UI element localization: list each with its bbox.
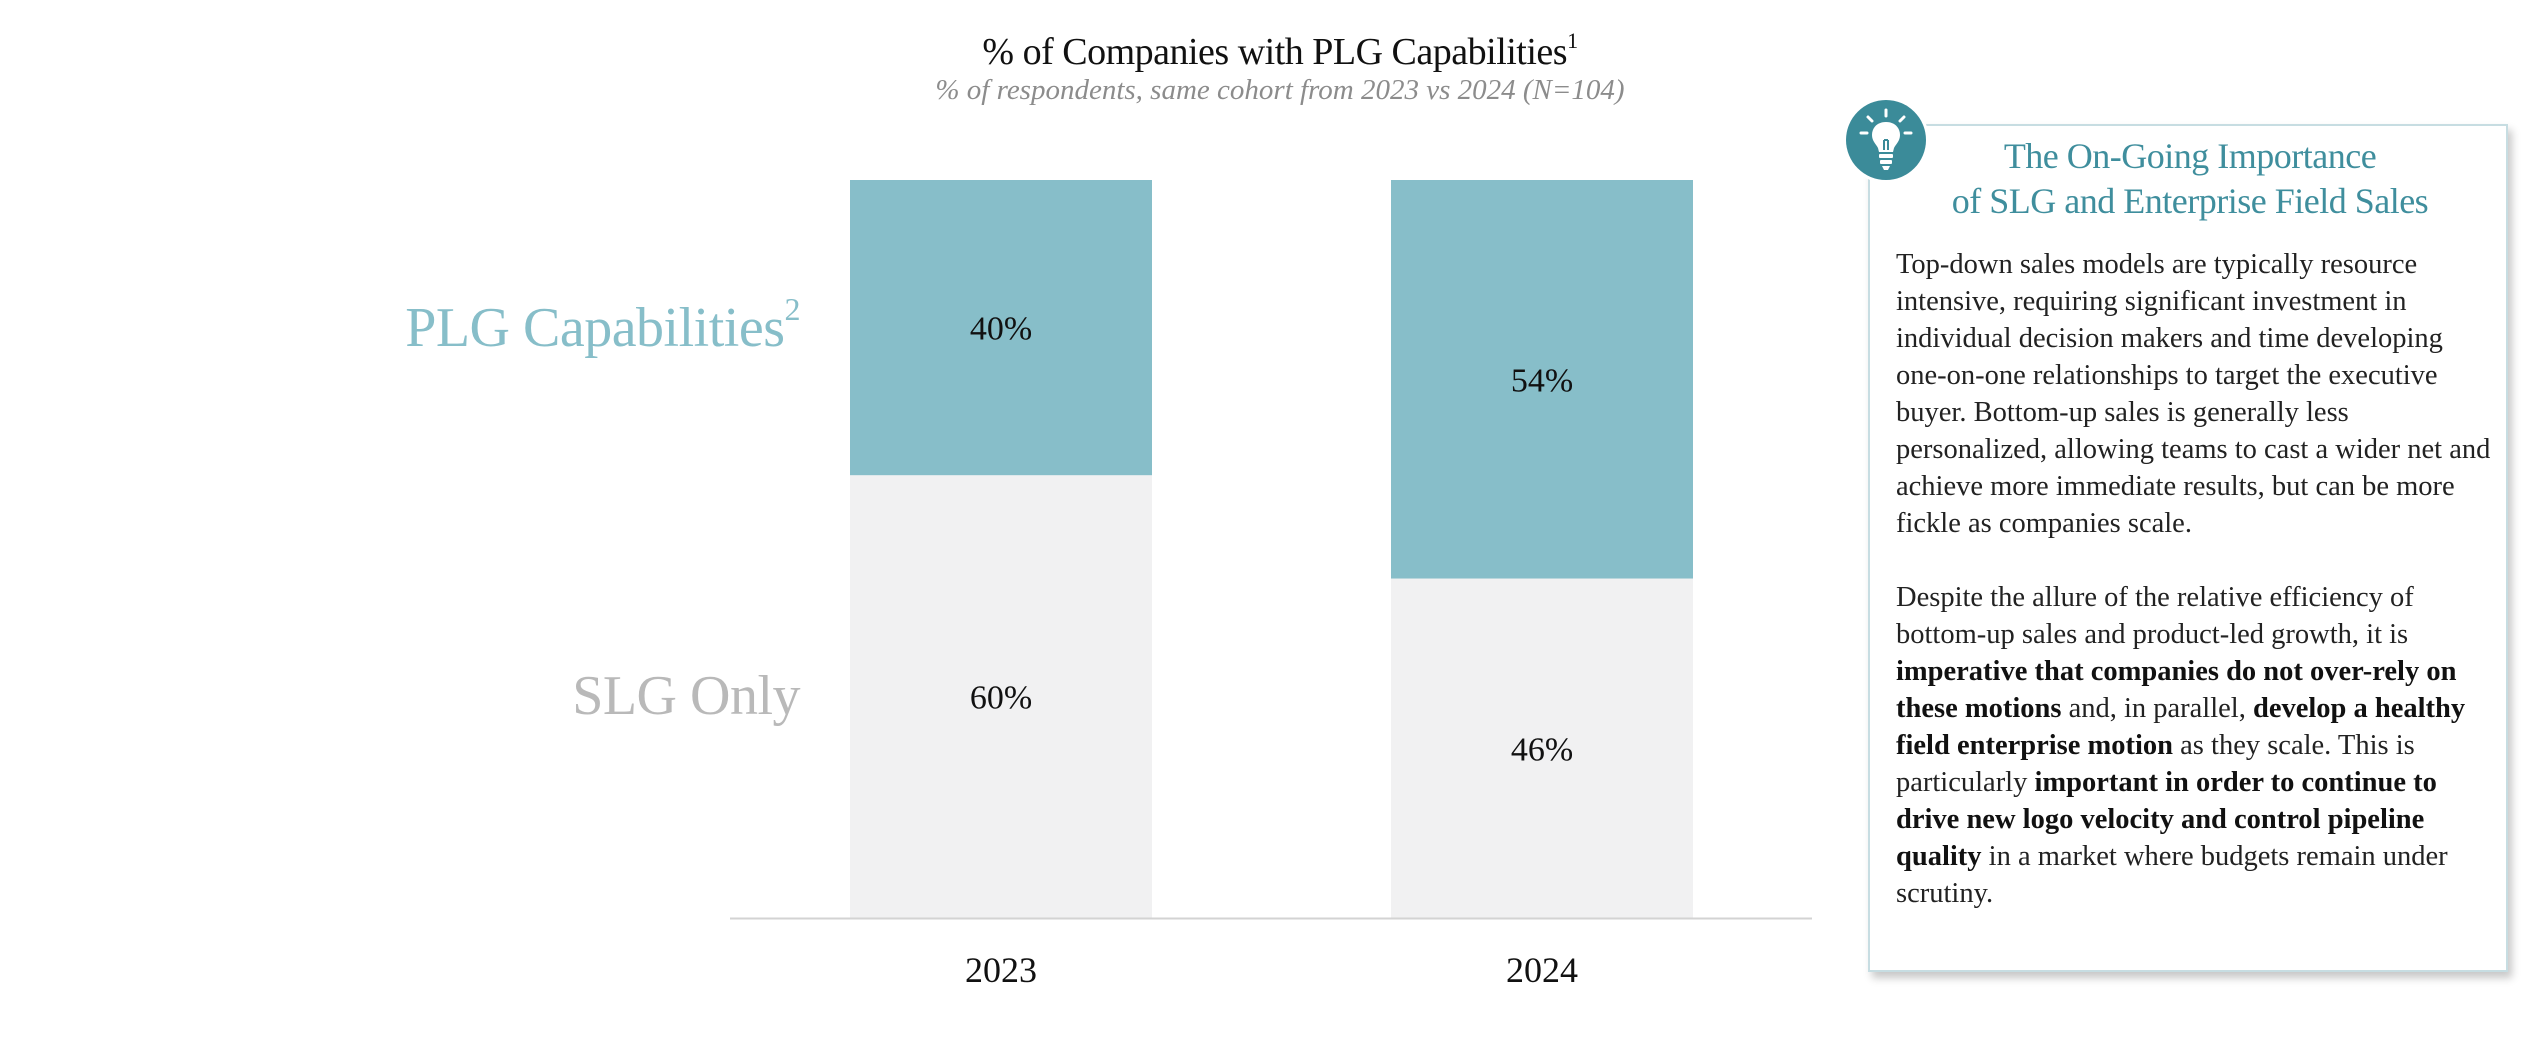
bar-slg-only-2023: [850, 475, 1152, 918]
p2-bold-2: develop a healthy field enterprise motio…: [1896, 693, 2466, 761]
value-label-plg-capabilities-2023: 40%: [970, 311, 1032, 348]
callout-paragraph-1: Top-down sales models are typically reso…: [1896, 249, 2491, 539]
callout-body: Top-down sales models are typically reso…: [1896, 246, 2492, 949]
x-tick-label-2024: 2024: [1506, 950, 1578, 990]
p2-text-4: in a market where budgets remain under s…: [1896, 841, 2448, 909]
chart-title: % of Companies with PLG Capabilities1: [550, 28, 2010, 76]
callout-paragraph-2: Despite the allure of the relative effic…: [1896, 579, 2492, 912]
series-label-plg-footnote: 2: [784, 291, 801, 327]
callout-title-line1: The On-Going Importance: [2003, 136, 2377, 176]
series-label-plg-text: PLG Capabilities: [405, 297, 785, 359]
p2-bold-3: important in order to continue to drive …: [1896, 767, 2437, 872]
callout-box: [1868, 124, 2508, 972]
callout-title: The On-Going Importance of SLG and Enter…: [1880, 134, 2500, 224]
chart-subtitle: % of respondents, same cohort from 2023 …: [935, 74, 1625, 106]
p2-text-2: and, in parallel,: [2061, 693, 2253, 724]
p2-text-1: Despite the allure of the relative effic…: [1896, 582, 2414, 650]
p2-text-3: as they scale. This is particularly: [1896, 730, 2415, 798]
title-footnote: 1: [1567, 28, 1578, 53]
series-label-plg: PLG Capabilities2: [300, 293, 800, 360]
stacked-bar-chart: 60% 40% 2023 46% 54% 2024: [730, 180, 1812, 990]
series-label-slg: SLG Only: [572, 665, 800, 727]
callout-title-line2: of SLG and Enterprise Field Sales: [1951, 181, 2429, 221]
x-tick-label-2023: 2023: [965, 950, 1037, 990]
value-label-plg-capabilities-2024: 54%: [1511, 362, 1573, 399]
lightbulb-icon: [1846, 100, 1926, 180]
chart-title-text: % of Companies with PLG Capabilities: [982, 31, 1568, 73]
p2-bold-1: imperative that companies do not over-re…: [1896, 656, 2457, 724]
bar-plg-capabilities-2023: [850, 180, 1152, 476]
value-label-slg-only-2023: 60%: [970, 680, 1032, 717]
value-label-slg-only-2024: 46%: [1511, 731, 1573, 768]
bar-slg-only-2024: [1391, 578, 1693, 918]
bar-plg-capabilities-2024: [1391, 180, 1693, 579]
